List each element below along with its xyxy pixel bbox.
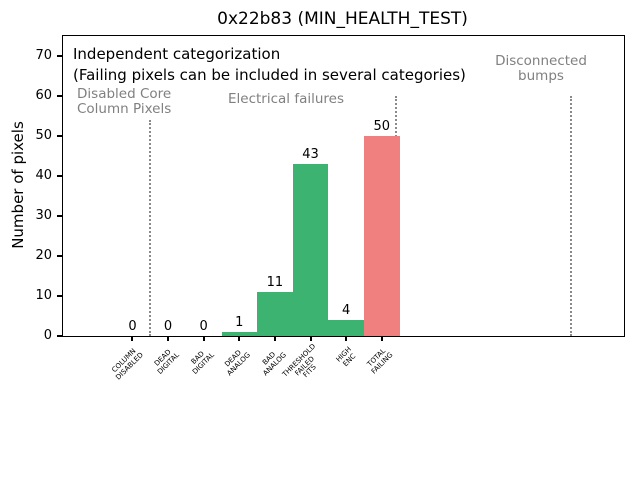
annotation-disconnected: Disconnected bumps [495,53,587,84]
x-axis-tick [202,336,205,341]
bar [221,332,258,336]
separator-dotted-line [569,96,572,336]
bar-value-label: 4 [342,303,351,318]
bar [363,136,400,336]
bar-value-label: 1 [235,315,244,330]
x-axis-tick [345,336,348,341]
y-tick-label: 40 [35,168,52,183]
y-tick-label: 70 [35,48,52,63]
y-tick-label: 0 [43,328,52,343]
bar-value-label: 0 [128,319,137,334]
x-axis-tick [167,336,170,341]
bar [328,320,364,336]
y-axis-tick [57,335,63,337]
separator-dotted-line [149,120,152,336]
x-tick-label: TOTAL FAILING [365,346,395,375]
y-tick-label: 20 [35,248,52,263]
x-tick-label-anchor: TOTAL FAILING [254,343,394,374]
x-axis-tick [380,336,383,341]
y-tick-label: 30 [35,208,52,223]
bar [292,164,329,336]
x-axis-tick [131,336,134,341]
x-axis-tick [309,336,312,341]
x-axis-tick [273,336,276,341]
bar-value-label: 50 [373,119,391,134]
y-axis-tick [57,135,63,137]
y-axis-tick [57,295,63,297]
plot-area: 0 10 20 30 40 50 60 70 0 COLUMN DISABLED 0 DEAD DIG… [35,35,625,381]
annotation-disabled-core: Disabled Core Column Pixels [77,86,172,117]
y-axis-tick [57,175,63,177]
annotation-failing-note: (Failing pixels can be included in sever… [73,66,466,84]
bar [257,292,293,336]
chart-title: 0x22b83 (MIN_HEALTH_TEST) [217,9,468,29]
y-axis-tick [57,215,63,217]
bar-value-label: 0 [199,319,208,334]
y-axis-tick [57,255,63,257]
y-tick-label: 10 [35,288,52,303]
bar-value-label: 11 [266,275,284,290]
annotation-electrical: Electrical failures [227,91,344,107]
annotation-independent: Independent categorization [73,45,281,63]
y-tick-label: 50 [35,128,52,143]
bar-value-label: 0 [163,319,173,334]
y-axis-tick [57,55,63,57]
bar-value-label: 43 [302,147,319,162]
y-axis-tick [57,95,63,97]
x-axis-tick [238,336,241,341]
y-tick-label: 60 [35,88,52,103]
